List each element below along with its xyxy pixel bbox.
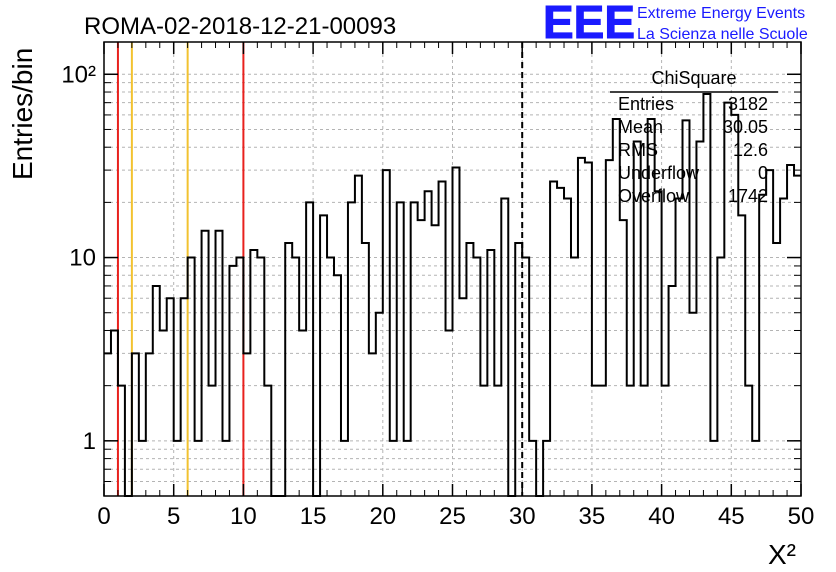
x-tick-label: 15 bbox=[300, 503, 327, 530]
stats-box: ChiSquare Entries 3182 Mean 30.05 RMS 12… bbox=[610, 68, 778, 206]
stats-label-mean: Mean bbox=[618, 117, 663, 137]
x-tick-label: 0 bbox=[97, 503, 110, 530]
x-tick-label: 50 bbox=[788, 503, 815, 530]
stats-title: ChiSquare bbox=[651, 68, 736, 88]
y-tick-label: 10 bbox=[69, 245, 96, 272]
eee-logo: EEE bbox=[543, 0, 635, 48]
x-tick-label: 20 bbox=[369, 503, 396, 530]
stats-value-rms: 12.6 bbox=[733, 140, 768, 160]
stats-label-entries: Entries bbox=[618, 94, 674, 114]
run-title: ROMA-02-2018-12-21-00093 bbox=[84, 13, 396, 40]
x-axis-label: X² bbox=[768, 539, 796, 570]
stats-value-mean: 30.05 bbox=[723, 117, 768, 137]
axis-ticks: 0 5 10 15 20 25 30 35 40 45 50 1 10 10² bbox=[61, 42, 814, 530]
x-tick-label: 25 bbox=[439, 503, 466, 530]
x-tick-label: 10 bbox=[230, 503, 257, 530]
y-tick-label: 1 bbox=[83, 428, 96, 455]
logo-line-1: Extreme Energy Events bbox=[637, 5, 805, 22]
x-tick-label: 5 bbox=[167, 503, 180, 530]
stats-value-entries: 3182 bbox=[728, 94, 768, 114]
stats-value-underflow: 0 bbox=[758, 163, 768, 183]
y-tick-label: 10² bbox=[61, 61, 96, 88]
stats-label-rms: RMS bbox=[618, 140, 658, 160]
stats-value-overflow: 1742 bbox=[728, 186, 768, 206]
x-tick-label: 40 bbox=[648, 503, 675, 530]
logo-line-2: La Scienza nelle Scuole bbox=[637, 26, 808, 43]
histogram-line bbox=[104, 93, 801, 497]
y-axis-label: Entries/bin bbox=[7, 48, 38, 180]
stats-label-overflow: Overflow bbox=[618, 186, 690, 206]
x-tick-label: 35 bbox=[579, 503, 606, 530]
x-tick-label: 30 bbox=[509, 503, 536, 530]
x-tick-label: 45 bbox=[718, 503, 745, 530]
stats-label-underflow: Underflow bbox=[618, 163, 700, 183]
